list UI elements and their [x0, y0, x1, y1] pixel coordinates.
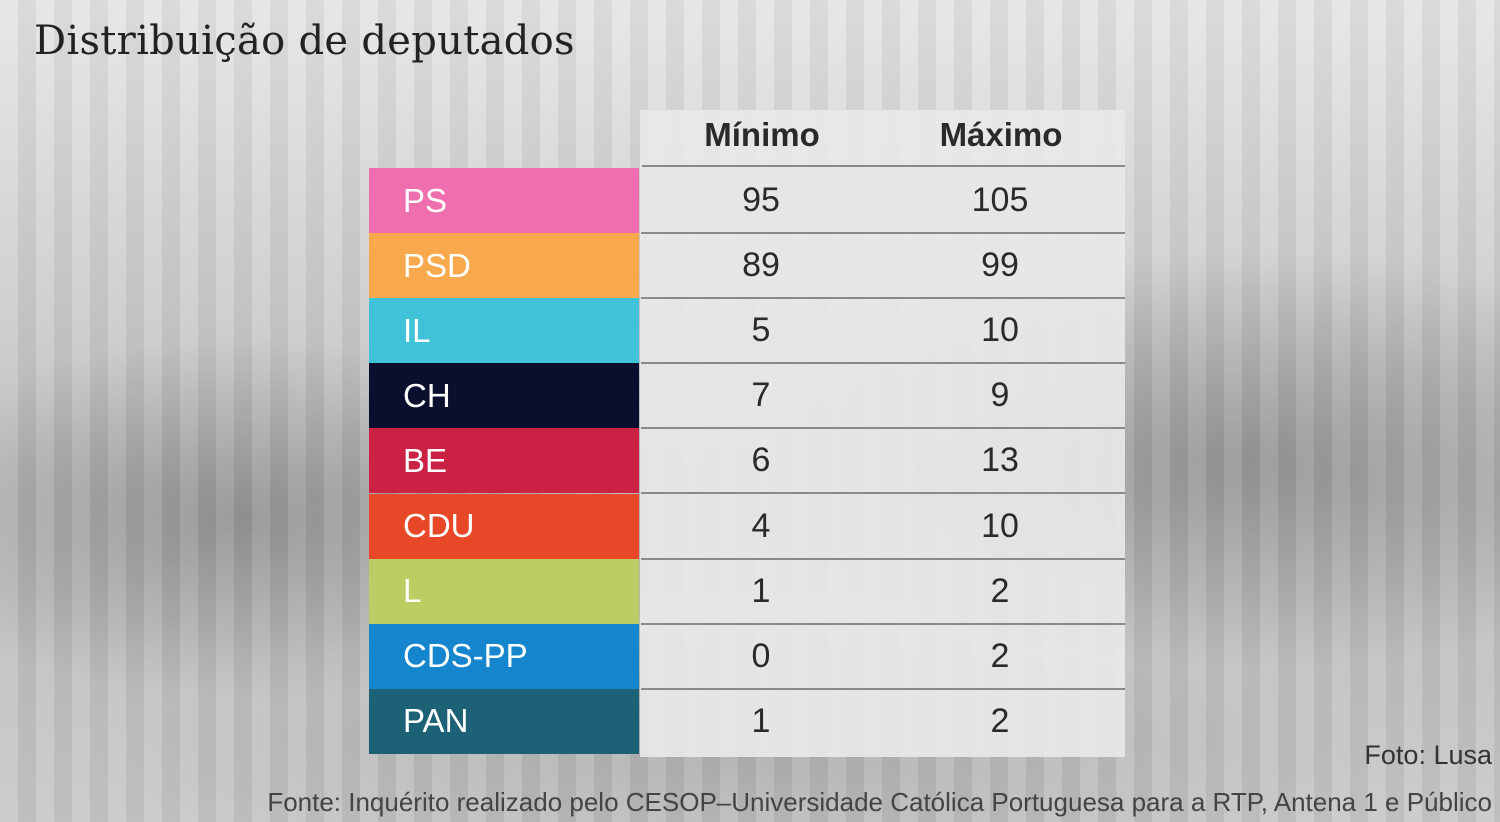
table-row-ps: PS 95 105	[369, 168, 1125, 234]
table-row-il: IL 5 10	[369, 298, 1125, 365]
party-label: CDS-PP	[369, 623, 639, 689]
row-divider	[641, 492, 1125, 495]
header-divider	[642, 165, 1125, 167]
party-label: L	[369, 558, 639, 624]
max-value: 10	[981, 506, 1019, 545]
row-divider	[641, 297, 1125, 300]
max-value: 2	[990, 636, 1010, 675]
row-divider	[641, 687, 1125, 690]
party-label: IL	[369, 298, 639, 364]
table-row-l: L 1 2	[369, 558, 1125, 625]
min-value: 95	[742, 181, 780, 219]
min-value: 4	[751, 506, 771, 545]
table-panel	[640, 110, 1125, 757]
row-divider	[641, 557, 1125, 560]
column-header-min: Mínimo	[704, 116, 820, 153]
party-label: CDU	[369, 493, 639, 559]
column-header-max: Máximo	[939, 116, 1063, 153]
min-value: 1	[751, 571, 771, 610]
min-value: 1	[751, 701, 771, 740]
max-value: 2	[990, 701, 1010, 740]
table-row-be: BE 6 13	[369, 428, 1125, 495]
party-label: PAN	[369, 688, 639, 754]
min-value: 5	[751, 311, 771, 350]
chart-title: Distribuição de deputados	[34, 18, 575, 64]
row-divider	[641, 232, 1125, 234]
min-value: 89	[742, 246, 780, 285]
table-row-pan: PAN 1 2	[369, 688, 1125, 754]
party-label: BE	[369, 428, 639, 494]
min-value: 6	[751, 441, 771, 480]
min-value: 0	[751, 636, 771, 675]
source-note: Fonte: Inquérito realizado pelo CESOP–Un…	[267, 787, 1492, 817]
table-row-cds-pp: CDS-PP 0 2	[369, 623, 1125, 690]
min-value: 7	[751, 376, 771, 415]
party-label: PS	[369, 168, 639, 233]
max-value: 2	[990, 571, 1010, 610]
party-label: PSD	[369, 233, 639, 299]
max-value: 105	[971, 181, 1029, 219]
party-label: CH	[369, 363, 639, 429]
row-divider	[641, 622, 1125, 625]
table-row-psd: PSD 89 99	[369, 233, 1125, 300]
max-value: 10	[981, 311, 1019, 350]
table-row-ch: CH 7 9	[369, 363, 1125, 430]
max-value: 99	[981, 246, 1019, 285]
photo-credit: Foto: Lusa	[1364, 740, 1492, 770]
row-divider	[641, 362, 1125, 365]
table-row-cdu: CDU 4 10	[369, 493, 1125, 560]
row-divider	[641, 427, 1125, 430]
max-value: 9	[990, 376, 1010, 415]
max-value: 13	[981, 441, 1019, 480]
